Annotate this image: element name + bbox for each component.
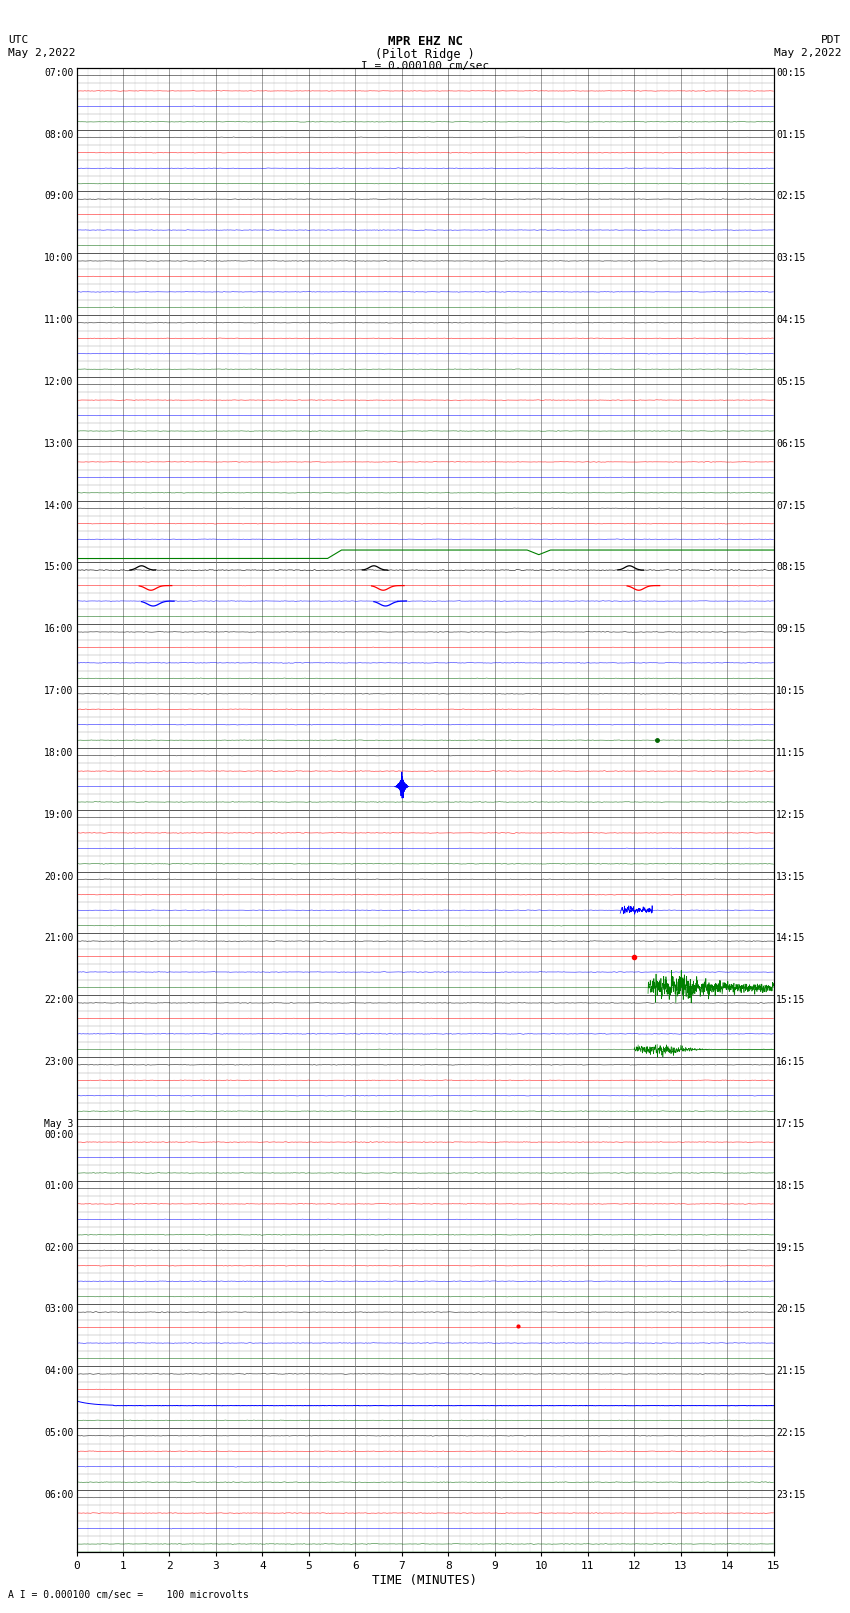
Text: I = 0.000100 cm/sec: I = 0.000100 cm/sec <box>361 61 489 71</box>
Text: May 2,2022: May 2,2022 <box>8 48 76 58</box>
Text: MPR EHZ NC: MPR EHZ NC <box>388 35 462 48</box>
Text: UTC: UTC <box>8 35 29 45</box>
X-axis label: TIME (MINUTES): TIME (MINUTES) <box>372 1574 478 1587</box>
Text: A I = 0.000100 cm/sec =    100 microvolts: A I = 0.000100 cm/sec = 100 microvolts <box>8 1590 249 1600</box>
Text: (Pilot Ridge ): (Pilot Ridge ) <box>375 48 475 61</box>
Text: May 2,2022: May 2,2022 <box>774 48 842 58</box>
Text: PDT: PDT <box>821 35 842 45</box>
